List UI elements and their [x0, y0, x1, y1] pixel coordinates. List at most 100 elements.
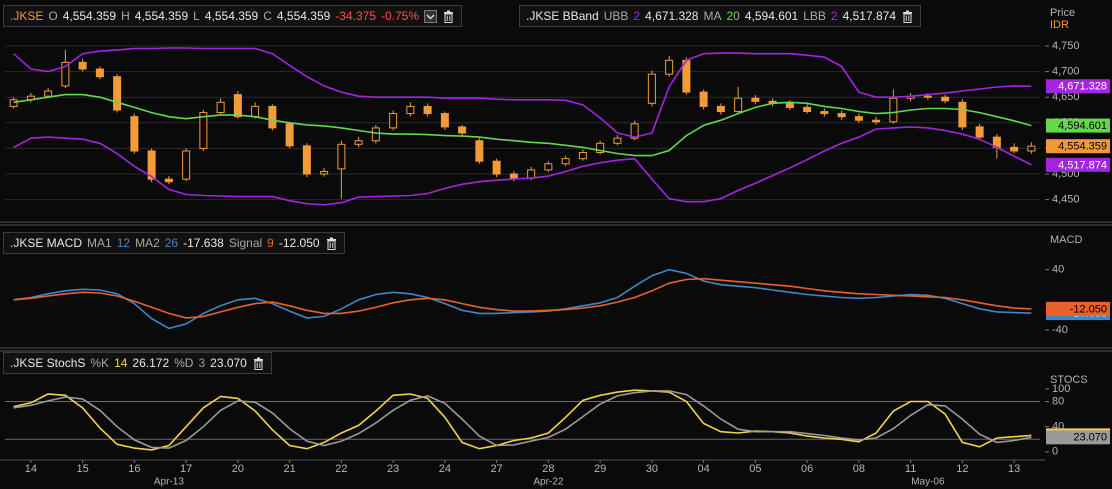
field-key: C: [263, 9, 272, 23]
series-line: [13, 268, 1032, 330]
x-tick-label: 23: [387, 463, 399, 475]
y-tick-label: 100: [1052, 383, 1070, 395]
candle-body: [751, 97, 760, 102]
candle-body: [630, 123, 639, 139]
candle-body: [233, 94, 242, 118]
x-tick-label: 08: [853, 463, 865, 475]
dropdown-button[interactable]: [424, 9, 438, 23]
series-name: Signal: [228, 236, 263, 250]
candle-body: [613, 137, 622, 144]
candle-body: [337, 143, 346, 170]
candle-body: [1010, 146, 1019, 152]
series-line: [13, 277, 1032, 319]
x-month-label: Apr-13: [154, 477, 184, 488]
series-value: 26.172: [132, 356, 170, 370]
price-tag: [1046, 430, 1110, 445]
series-name: MA: [703, 9, 722, 23]
x-tick-label: 17: [180, 463, 192, 475]
candle-body: [9, 99, 18, 107]
candle-body: [872, 119, 881, 123]
series-period: 20: [726, 9, 740, 23]
series-name: %D: [174, 356, 194, 370]
candle-body: [958, 101, 967, 128]
field-value: 4,554.359: [276, 9, 331, 23]
candle-body: [44, 90, 53, 97]
x-tick-label: 11: [905, 463, 916, 475]
field-key: O: [48, 9, 58, 23]
series-value: -17.638: [183, 236, 224, 250]
price-tag: [1046, 79, 1110, 94]
price-tag-label: 4,594.601: [1058, 120, 1107, 132]
candle-body: [716, 105, 725, 113]
series-period: 2: [633, 9, 641, 23]
series-name: %K: [90, 356, 110, 370]
x-tick-label: 15: [77, 463, 89, 475]
price-tag: [1046, 157, 1110, 172]
candle-body: [458, 126, 467, 134]
x-tick-label: 20: [232, 463, 244, 475]
field-value: 4,554.359: [62, 9, 117, 23]
candle-body: [251, 105, 260, 118]
price-tag: [1046, 139, 1110, 154]
candle-body: [527, 169, 536, 179]
param-value: 26: [164, 236, 179, 250]
candle-body: [734, 97, 743, 113]
price-tag-label: 23.070: [1073, 432, 1107, 444]
x-tick-label: 12: [956, 463, 968, 475]
delete-button[interactable]: [901, 10, 914, 23]
macd-legend: .JKSE MACD MA1 12 MA2 26 -17.638 Signal 9 -1…: [3, 232, 345, 254]
candle-body: [302, 145, 311, 175]
y-tick-label: 4,700: [1052, 65, 1080, 77]
delete-button[interactable]: [325, 237, 338, 250]
y-axis-unit: IDR: [1050, 19, 1069, 31]
candle-body: [941, 96, 950, 102]
change: -34.375: [335, 9, 376, 23]
candle-body: [320, 170, 329, 175]
indicator-title: .JKSE StochS: [10, 356, 86, 370]
candle-body: [216, 101, 225, 114]
candle-body: [78, 61, 87, 70]
candle-body: [423, 105, 432, 115]
series-name: LBB: [803, 9, 826, 23]
candle-body: [854, 116, 863, 121]
series-value: 4,594.601: [744, 9, 799, 23]
param-value: 12: [116, 236, 131, 250]
x-tick-label: 24: [439, 463, 451, 475]
y-tick-label: -40: [1052, 324, 1068, 336]
series-line: [13, 126, 1032, 206]
x-tick-label: 27: [491, 463, 503, 475]
candle-body: [268, 105, 277, 129]
series-name: UBB: [603, 9, 629, 23]
price-tag: [1046, 118, 1110, 133]
candle-body: [1027, 145, 1036, 152]
price-tag-label: 4,517.874: [1058, 159, 1107, 171]
candle-body: [406, 105, 415, 115]
x-tick-label: 04: [698, 463, 710, 475]
delete-button[interactable]: [442, 10, 455, 23]
indicator-title: .JKSE MACD: [10, 236, 83, 250]
candle-body: [578, 152, 587, 160]
y-axis-title: STOCS: [1050, 374, 1088, 386]
candle-body: [647, 73, 656, 104]
candle-body: [492, 160, 501, 175]
candle-body: [130, 116, 139, 152]
series-value: -12.050: [278, 236, 320, 250]
series-period: 14: [114, 356, 128, 370]
field-key: L: [193, 9, 200, 23]
candle-body: [820, 111, 829, 115]
candle-body: [113, 76, 122, 111]
price-tag-label: 4,671.328: [1058, 81, 1107, 93]
series-value: 23.070: [210, 356, 247, 370]
candle-body: [509, 173, 518, 179]
x-tick-label: 06: [801, 463, 813, 475]
change-pct: -0.75%: [381, 9, 420, 23]
candle-body: [596, 142, 605, 154]
candle-body: [889, 97, 898, 123]
delete-button[interactable]: [252, 357, 265, 370]
price-tag-label: -12.050: [1070, 303, 1107, 315]
candle-body: [182, 150, 191, 180]
y-tick-label: 4,450: [1052, 194, 1080, 206]
y-tick-label: 4,650: [1052, 91, 1080, 103]
symbol: .JKSE: [10, 9, 44, 23]
